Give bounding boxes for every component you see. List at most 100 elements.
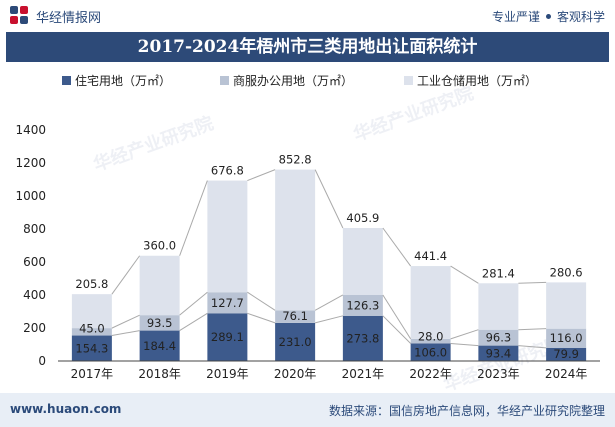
data-label-industrial: 205.8 bbox=[75, 277, 108, 291]
connector-line bbox=[111, 255, 141, 295]
data-label-commercial: 93.5 bbox=[147, 316, 173, 330]
bar-industrial bbox=[342, 228, 383, 295]
legend-label-residential: 住宅用地（万㎡） bbox=[75, 74, 172, 88]
bar-residential bbox=[342, 315, 383, 361]
x-tick-label: 2017年 bbox=[71, 367, 114, 381]
brand[interactable]: 华经情报网 bbox=[10, 6, 101, 26]
data-label-residential: 184.4 bbox=[143, 339, 176, 353]
data-label-commercial: 126.3 bbox=[346, 298, 379, 312]
legend-item-residential: 住宅用地（万㎡） bbox=[62, 72, 171, 89]
brand-logo-icon bbox=[10, 6, 30, 26]
data-label-residential: 79.9 bbox=[553, 347, 579, 361]
bar-industrial bbox=[410, 266, 451, 339]
bar-residential bbox=[139, 330, 180, 361]
bar-commercial bbox=[207, 292, 248, 314]
x-tick-label: 2023年 bbox=[477, 367, 520, 381]
connector-line bbox=[179, 312, 208, 331]
data-label-commercial: 28.0 bbox=[418, 330, 444, 344]
connector-line bbox=[518, 281, 547, 284]
tagline-right: 客观科学 bbox=[556, 10, 605, 24]
bar-industrial bbox=[478, 283, 519, 330]
stacked-bar-chart: 0 200 400 600 800 1000 1200 1400 2017年 2018年 2019年… bbox=[15, 123, 600, 381]
bar-residential bbox=[207, 313, 248, 361]
legend-item-industrial: 工业仓储用地（万㎡） bbox=[404, 72, 537, 89]
x-tick-label: 2020年 bbox=[274, 367, 317, 381]
y-tick-label: 400 bbox=[23, 288, 46, 302]
tagline-dot-icon bbox=[545, 14, 551, 19]
connector-line bbox=[314, 294, 344, 311]
connector-line bbox=[247, 291, 276, 311]
y-tick-label: 800 bbox=[23, 222, 46, 236]
connector-line bbox=[247, 312, 276, 324]
data-label-commercial: 76.1 bbox=[282, 309, 308, 323]
connector-line bbox=[111, 330, 140, 337]
bar-industrial bbox=[71, 294, 112, 329]
bar-commercial bbox=[478, 329, 519, 346]
x-tick-label: 2018年 bbox=[138, 367, 181, 381]
footer-source: 数据来源：国信房地产信息网，华经产业研究院整理 bbox=[328, 404, 605, 418]
bar-commercial bbox=[342, 294, 383, 316]
connector-line bbox=[179, 291, 208, 316]
bar-industrial bbox=[546, 282, 587, 329]
data-label-residential: 231.0 bbox=[279, 335, 312, 349]
chart-legend: 住宅用地（万㎡） 商服办公用地（万㎡） 工业仓储用地（万㎡） bbox=[0, 70, 615, 90]
data-label-industrial: 852.8 bbox=[279, 153, 312, 167]
y-tick-label: 600 bbox=[23, 255, 46, 269]
x-tick-label: 2019年 bbox=[206, 367, 249, 381]
connector-line bbox=[179, 180, 208, 256]
legend-swatch-industrial bbox=[404, 76, 413, 85]
data-label-industrial: 360.0 bbox=[143, 239, 176, 253]
legend-label-industrial: 工业仓储用地（万㎡） bbox=[417, 74, 538, 88]
chart-title: 2017-2024年梧州市三类用地出让面积统计 bbox=[6, 32, 609, 62]
data-label-industrial: 405.9 bbox=[346, 211, 379, 225]
connector-line bbox=[450, 329, 479, 340]
bar-residential bbox=[546, 347, 587, 361]
data-label-residential: 154.3 bbox=[75, 341, 108, 355]
connector-line bbox=[111, 314, 140, 329]
bar-commercial bbox=[546, 328, 587, 348]
legend-item-commercial: 商服办公用地（万㎡） bbox=[220, 72, 353, 89]
connector-line bbox=[382, 227, 412, 267]
bar-industrial bbox=[139, 255, 180, 316]
data-label-industrial: 281.4 bbox=[482, 266, 515, 280]
connector-line bbox=[518, 328, 547, 331]
legend-label-commercial: 商服办公用地（万㎡） bbox=[233, 74, 354, 88]
connector-line bbox=[450, 265, 479, 284]
tagline: 专业严谨 客观科学 bbox=[492, 8, 605, 25]
bar-industrial bbox=[275, 169, 316, 311]
bar-residential bbox=[478, 345, 519, 361]
connector-line bbox=[247, 169, 276, 182]
y-tick-label: 0 bbox=[38, 354, 46, 368]
bar-industrial bbox=[207, 180, 248, 293]
bar-commercial bbox=[71, 328, 112, 336]
brand-name: 华经情报网 bbox=[36, 10, 102, 26]
x-tick-label: 2021年 bbox=[342, 367, 385, 381]
connector-line bbox=[382, 315, 411, 344]
x-tick-label: 2024年 bbox=[545, 367, 588, 381]
data-label-commercial: 96.3 bbox=[486, 331, 512, 345]
legend-swatch-residential bbox=[62, 76, 71, 85]
data-label-residential: 106.0 bbox=[414, 345, 447, 359]
bar-commercial bbox=[275, 310, 316, 323]
y-tick-label: 1200 bbox=[15, 156, 46, 170]
y-tick-label: 1400 bbox=[15, 123, 46, 137]
y-tick-label: 1000 bbox=[15, 189, 46, 203]
data-label-residential: 289.1 bbox=[211, 330, 244, 344]
footer: www.huaon.com 数据来源：国信房地产信息网，华经产业研究院整理 bbox=[0, 393, 615, 427]
data-label-commercial: 127.7 bbox=[211, 296, 244, 310]
tagline-left: 专业严谨 bbox=[491, 10, 540, 24]
bar-residential bbox=[410, 343, 451, 361]
data-label-commercial: 45.0 bbox=[79, 322, 105, 336]
data-label-industrial: 676.8 bbox=[211, 164, 244, 178]
x-tick-label: 2022年 bbox=[409, 367, 452, 381]
connector-line bbox=[314, 169, 344, 229]
data-label-residential: 93.4 bbox=[486, 346, 512, 360]
data-label-industrial: 441.4 bbox=[414, 249, 447, 263]
y-tick-label: 200 bbox=[23, 321, 46, 335]
footer-website[interactable]: www.huaon.com bbox=[10, 402, 122, 416]
connector-line bbox=[518, 345, 547, 349]
bar-residential bbox=[71, 335, 112, 361]
legend-swatch-commercial bbox=[220, 76, 229, 85]
data-label-residential: 273.8 bbox=[346, 331, 379, 345]
bar-commercial bbox=[410, 338, 451, 344]
